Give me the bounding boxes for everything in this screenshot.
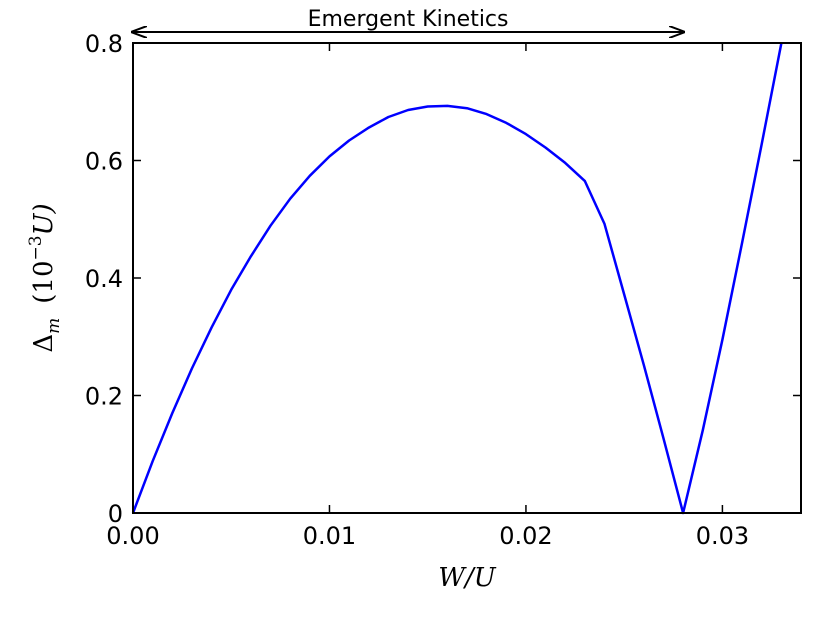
y-axis-label-unit-close: U) bbox=[29, 203, 59, 235]
x-tick-label-1: 0.01 bbox=[303, 522, 356, 550]
y-axis-label-subscript: m bbox=[44, 318, 64, 334]
y-tick-label-4: 0.8 bbox=[85, 30, 123, 58]
y-tick-label-3: 0.6 bbox=[85, 148, 123, 176]
y-tick-label-1: 0.2 bbox=[85, 383, 123, 411]
series-layer bbox=[131, 42, 783, 515]
y-axis-label-unit-exponent: −3 bbox=[26, 235, 46, 260]
y-axis-label-symbol: Δ bbox=[29, 334, 59, 353]
x-axis-label: W/U bbox=[438, 563, 496, 593]
y-axis-label-unit-open: (10 bbox=[29, 260, 59, 303]
y-tick-label-0: 0 bbox=[108, 500, 123, 528]
series-line-0 bbox=[131, 42, 783, 515]
ticks-layer: 0.00 0.01 0.02 0.03 0 0.2 0.4 0.6 0.8 bbox=[85, 30, 801, 550]
annotation: Emergent Kinetics bbox=[133, 7, 683, 32]
x-tick-label-3: 0.03 bbox=[696, 522, 749, 550]
y-axis-label: Δm (10−3U) bbox=[26, 203, 64, 352]
annotation-text: Emergent Kinetics bbox=[308, 7, 509, 32]
x-tick-label-2: 0.02 bbox=[499, 522, 552, 550]
y-tick-label-2: 0.4 bbox=[85, 265, 123, 293]
x-tick-label-0: 0.00 bbox=[106, 522, 159, 550]
